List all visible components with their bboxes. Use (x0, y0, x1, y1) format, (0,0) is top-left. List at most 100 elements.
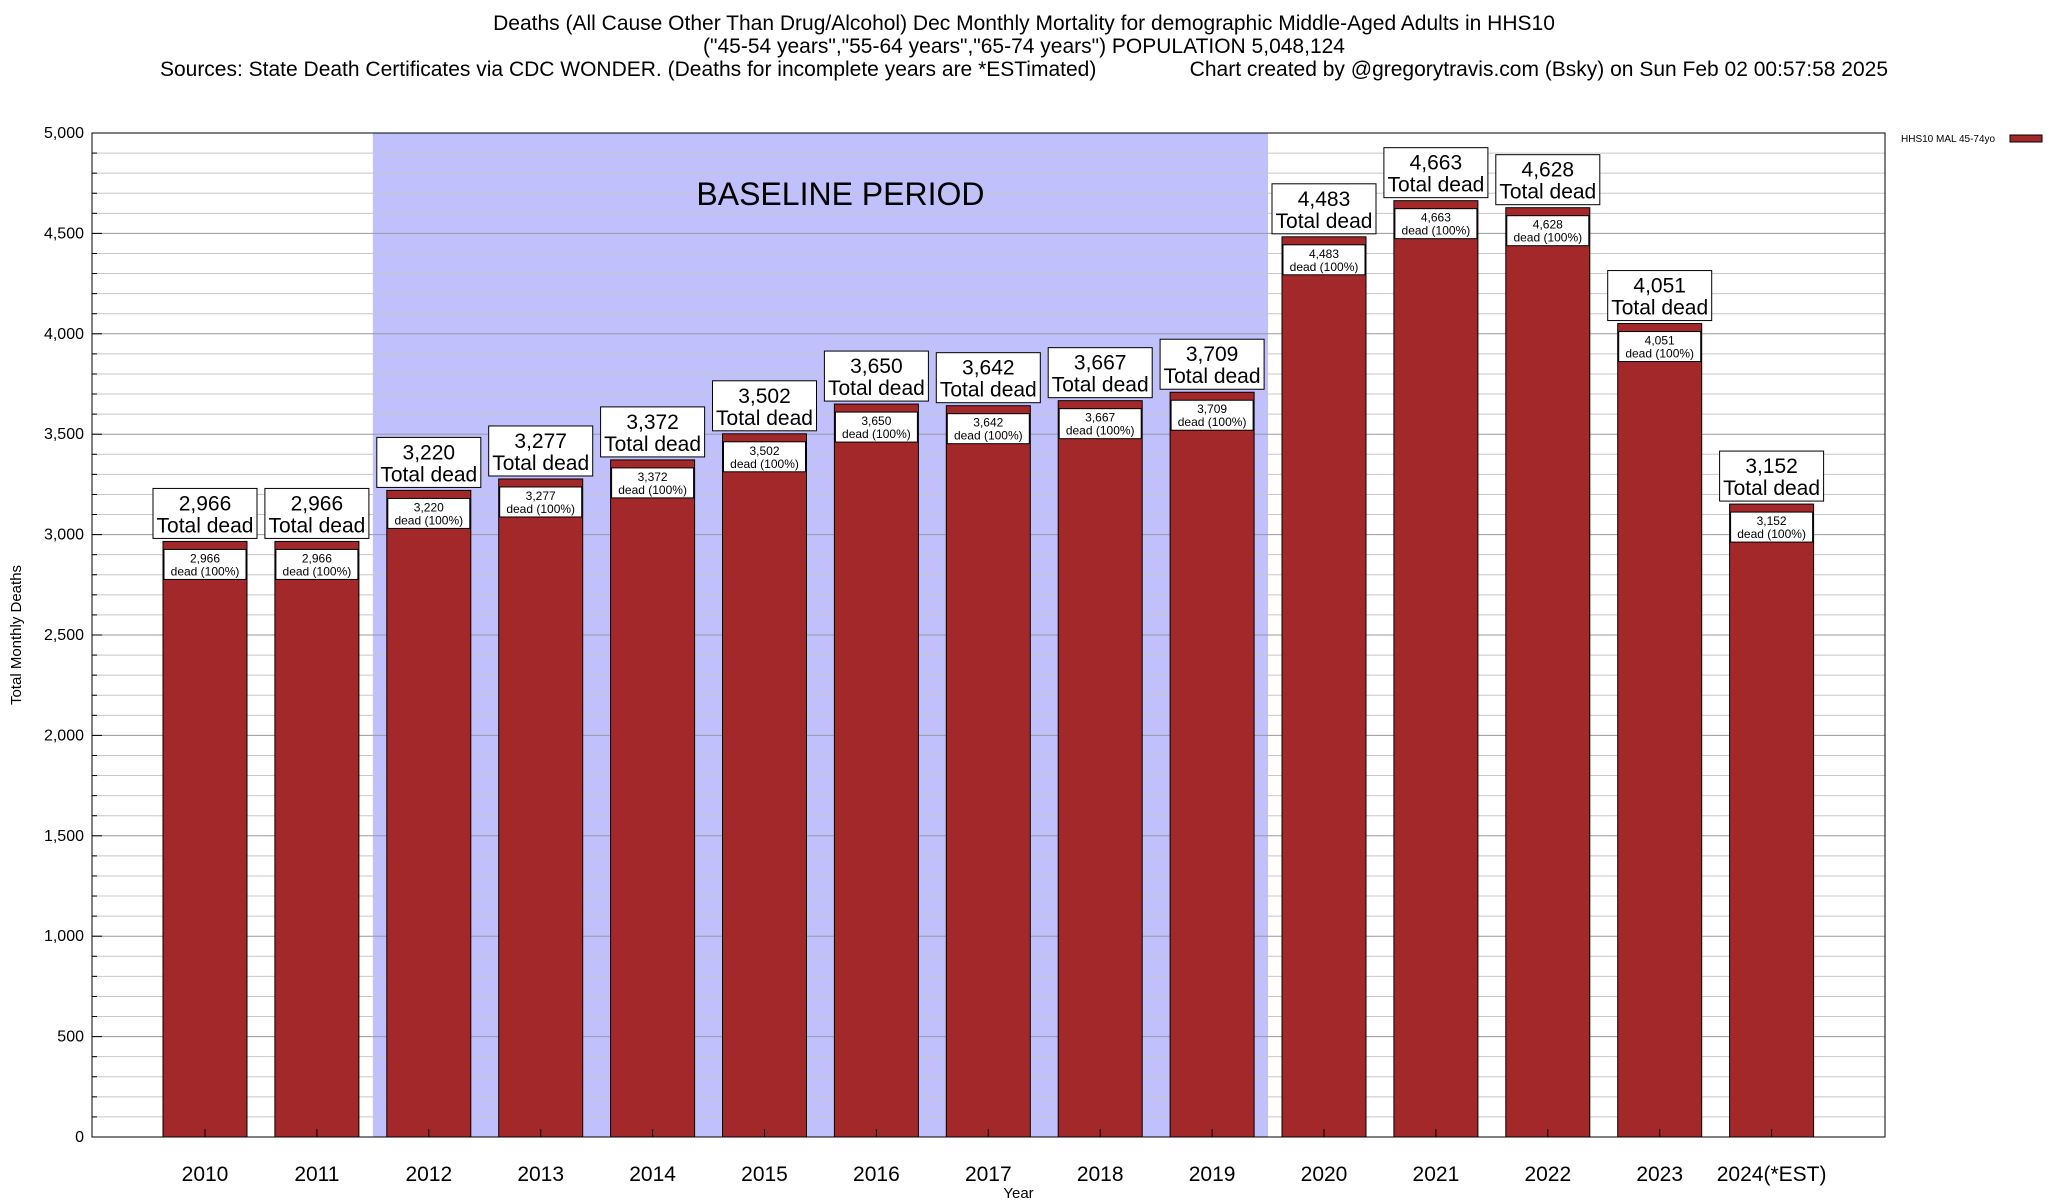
top-value-label: 3,502 (738, 385, 791, 408)
top-total-label: Total dead (1499, 181, 1596, 204)
top-label-box (1495, 154, 1601, 206)
top-value-label: 4,628 (1522, 159, 1575, 182)
x-tick-label: 2012 (405, 1163, 452, 1186)
inner-percent-label: dead (100%) (283, 564, 352, 578)
legend-swatch (2009, 134, 2043, 143)
y-tick-label: 3,000 (44, 527, 84, 544)
inner-value-label: 3,709 (1197, 402, 1227, 416)
inner-label-box (1506, 215, 1590, 247)
top-value-label: 3,277 (514, 430, 567, 453)
bar (162, 540, 248, 1138)
top-label-box (1271, 183, 1377, 235)
top-label-box (1047, 347, 1153, 399)
inner-percent-label: dead (100%) (842, 427, 911, 441)
inner-label-box (387, 497, 471, 529)
top-total-label: Total dead (1052, 374, 1149, 397)
x-tick-label: 2011 (294, 1163, 339, 1186)
inner-label-box (946, 413, 1030, 445)
top-label-box (712, 380, 817, 432)
top-total-label: Total dead (380, 463, 477, 486)
top-value-label: 4,483 (1298, 188, 1351, 211)
top-value-label: 4,663 (1410, 152, 1463, 175)
inner-percent-label: dead (100%) (730, 457, 799, 471)
inner-percent-label: dead (100%) (618, 483, 687, 497)
inner-value-label: 4,628 (1533, 218, 1563, 232)
top-label-box (600, 406, 706, 458)
top-value-label: 3,220 (403, 441, 456, 464)
inner-label-box (1394, 208, 1478, 240)
top-label-box (1159, 338, 1265, 390)
inner-percent-label: dead (100%) (394, 513, 463, 527)
y-tick-label: 2,500 (44, 627, 84, 644)
inner-label-box (1170, 399, 1254, 431)
inner-percent-label: dead (100%) (954, 429, 1023, 443)
y-tick-label: 500 (57, 1029, 84, 1046)
bar (945, 405, 1031, 1138)
top-value-label: 3,667 (1074, 352, 1127, 375)
x-tick-label: 2010 (182, 1163, 229, 1186)
x-tick-label: 2023 (1636, 1163, 1683, 1186)
y-tick-label: 5,000 (44, 125, 84, 142)
top-value-label: 2,966 (179, 492, 232, 515)
top-label-box (488, 425, 594, 477)
inner-percent-label: dead (100%) (1402, 224, 1471, 238)
inner-percent-label: dead (100%) (1513, 231, 1582, 245)
bar (1505, 207, 1591, 1138)
baseline-period-label: BASELINE PERIOD (696, 176, 984, 212)
inner-value-label: 2,966 (302, 551, 332, 565)
bar (610, 459, 696, 1138)
inner-percent-label: dead (100%) (1737, 527, 1806, 541)
x-tick-label: 2014 (629, 1163, 676, 1186)
bar (833, 403, 919, 1138)
inner-label-box (1730, 511, 1814, 543)
inner-value-label: 3,667 (1085, 411, 1115, 425)
top-value-label: 4,051 (1633, 275, 1686, 298)
bar (274, 540, 360, 1138)
y-tick-label: 4,500 (44, 225, 84, 242)
bar (1057, 400, 1143, 1138)
x-tick-label: 2016 (853, 1163, 900, 1186)
top-total-label: Total dead (604, 433, 701, 456)
inner-value-label: 3,372 (638, 470, 668, 484)
inner-value-label: 4,663 (1421, 211, 1451, 225)
inner-value-label: 3,502 (749, 444, 779, 458)
chart-title: Deaths (All Cause Other Than Drug/Alcoho… (493, 12, 1555, 35)
x-tick-label: 2020 (1301, 1163, 1348, 1186)
inner-value-label: 4,483 (1309, 247, 1339, 261)
y-axis-label: Total Monthly Deaths (8, 565, 25, 705)
inner-label-box (1282, 244, 1366, 276)
inner-value-label: 3,220 (414, 500, 444, 514)
x-tick-label: 2013 (517, 1163, 564, 1186)
top-total-label: Total dead (1164, 365, 1261, 388)
inner-value-label: 3,650 (861, 414, 891, 428)
top-total-label: Total dead (1611, 297, 1708, 320)
top-value-label: 3,650 (850, 355, 903, 378)
plot-frame (91, 132, 1886, 1138)
top-total-label: Total dead (1387, 174, 1484, 197)
top-label-box (1383, 147, 1489, 199)
x-tick-label: 2021 (1413, 1163, 1460, 1186)
y-tick-label: 1,000 (44, 928, 84, 945)
bar (386, 489, 472, 1138)
x-tick-label: 2019 (1189, 1163, 1236, 1186)
inner-label-box (163, 548, 247, 580)
bar (498, 478, 584, 1138)
top-total-label: Total dead (492, 452, 589, 475)
top-label-box (376, 436, 482, 488)
inner-label-box (275, 548, 359, 580)
x-tick-label: 2017 (965, 1163, 1012, 1186)
inner-percent-label: dead (100%) (506, 502, 575, 516)
top-value-label: 2,966 (291, 492, 344, 515)
x-tick-label: 2015 (741, 1163, 788, 1186)
inner-value-label: 3,642 (973, 416, 1003, 430)
bar (1729, 503, 1815, 1138)
y-tick-label: 3,500 (44, 426, 84, 443)
inner-percent-label: dead (100%) (1066, 424, 1135, 438)
chart-subtitle: ("45-54 years","55-64 years","65-74 year… (703, 35, 1345, 58)
top-total-label: Total dead (268, 514, 365, 537)
inner-value-label: 4,051 (1645, 334, 1675, 348)
inner-label-box (499, 486, 583, 518)
x-tick-label: 2024(*EST) (1717, 1163, 1827, 1186)
top-value-label: 3,709 (1186, 343, 1239, 366)
